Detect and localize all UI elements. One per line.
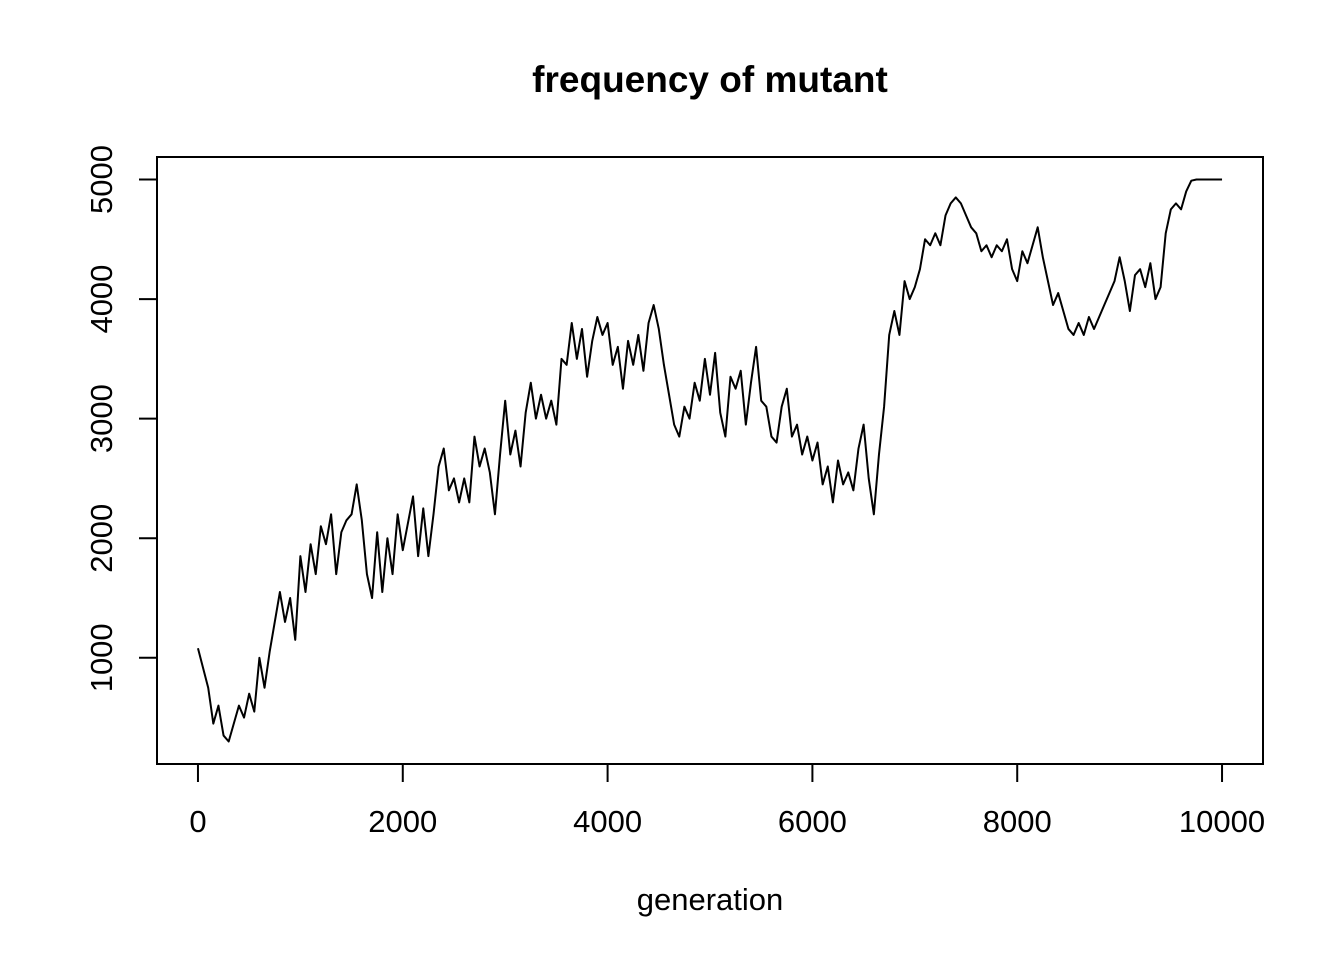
x-tick-label: 6000 [778,804,847,839]
x-tick-label: 0 [189,804,206,839]
y-tick-label: 3000 [84,384,119,453]
x-tick-label: 10000 [1179,804,1265,839]
chart-title: frequency of mutant [532,59,888,100]
x-tick-label: 2000 [368,804,437,839]
y-tick-label: 1000 [84,623,119,692]
y-tick-label: 5000 [84,145,119,214]
data-line [196,178,1223,743]
y-tick-label: 2000 [84,504,119,573]
x-axis-label: generation [637,882,784,917]
x-tick-label: 4000 [573,804,642,839]
x-tick-label: 8000 [983,804,1052,839]
y-tick-label: 4000 [84,265,119,334]
